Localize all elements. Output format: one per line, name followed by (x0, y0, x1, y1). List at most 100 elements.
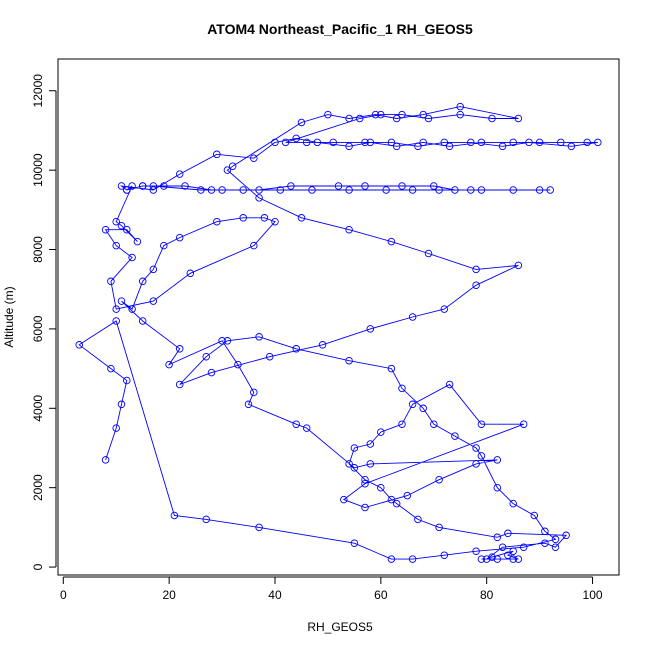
data-point (435, 523, 443, 532)
data-point (138, 317, 147, 325)
data-point (482, 555, 491, 563)
data-point (112, 317, 120, 325)
x-tick-label: 80 (480, 588, 494, 602)
data-point (445, 142, 454, 151)
data-point (387, 237, 396, 246)
data-point (207, 186, 216, 194)
data-point (456, 102, 464, 111)
y-tick-label: 12000 (31, 74, 45, 108)
data-point (128, 253, 136, 262)
y-tick-label: 8000 (31, 236, 45, 263)
data-point (302, 138, 311, 147)
data-point (562, 531, 570, 540)
data-point (530, 511, 539, 520)
data-point (213, 217, 221, 226)
data-point (546, 186, 554, 194)
data-point (361, 475, 369, 484)
data-point (366, 440, 375, 448)
data-point (472, 460, 480, 468)
data-point (551, 535, 560, 544)
data-point (525, 138, 533, 147)
data-point (392, 499, 401, 508)
data-point (107, 364, 115, 373)
data-point (477, 138, 486, 147)
data-point (117, 297, 126, 305)
data-point (112, 424, 120, 432)
data-point (265, 352, 274, 361)
data-point (488, 553, 496, 561)
data-point (509, 547, 517, 555)
data-point (467, 138, 475, 147)
data-point (366, 460, 375, 468)
data-point (149, 182, 158, 190)
data-point (514, 555, 523, 563)
data-point (271, 217, 279, 226)
data-point (408, 555, 417, 563)
data-point (112, 241, 120, 250)
data-point (197, 186, 205, 194)
data-point (424, 114, 433, 123)
data-point (75, 341, 83, 349)
data-point (488, 114, 496, 123)
series-line (78, 106, 598, 560)
data-point (350, 539, 359, 547)
data-point (345, 460, 353, 468)
data-point (419, 110, 427, 119)
data-point (414, 515, 422, 524)
data-point (430, 420, 438, 428)
data-point (223, 337, 232, 345)
x-tick-label: 60 (374, 588, 388, 602)
data-point (345, 225, 353, 234)
data-point (292, 345, 300, 353)
data-point (477, 186, 486, 194)
data-point (498, 543, 507, 551)
data-point (112, 217, 120, 226)
data-point (387, 495, 396, 504)
data-point (387, 364, 396, 373)
data-point (218, 186, 226, 194)
data-point (414, 142, 422, 151)
data-point (345, 114, 353, 123)
data-point (551, 543, 560, 551)
data-point (345, 142, 353, 151)
data-point (403, 491, 412, 500)
data-point (477, 420, 486, 428)
data-point (355, 114, 364, 123)
data-point (361, 138, 369, 147)
data-point (472, 265, 480, 274)
data-point (377, 428, 385, 436)
data-point (117, 400, 126, 409)
data-point (377, 110, 385, 119)
data-point (313, 138, 322, 147)
x-axis-label: RH_GEOS5 (307, 620, 373, 634)
data-point (250, 241, 258, 250)
data-point (583, 138, 591, 147)
data-point (260, 214, 269, 222)
data-point (350, 444, 359, 452)
data-point (493, 456, 502, 464)
data-point (504, 551, 512, 559)
data-point (350, 464, 359, 472)
data-point (366, 325, 375, 333)
data-point (324, 110, 332, 119)
data-point (477, 555, 486, 563)
data-point (435, 186, 443, 194)
data-point (101, 225, 110, 234)
data-point (557, 138, 565, 147)
data-point (239, 186, 247, 194)
data-point (456, 110, 464, 119)
data-point (107, 277, 115, 286)
y-axis-label: Altitude (m) (2, 286, 16, 347)
y-tick-label: 4000 (31, 395, 45, 422)
data-point (133, 237, 142, 246)
data-point (234, 360, 242, 369)
data-point (519, 543, 528, 551)
data-point (514, 261, 523, 270)
data-point (440, 305, 449, 313)
data-point (387, 138, 396, 147)
data-point (175, 233, 184, 242)
data-point (250, 154, 258, 162)
data-point (165, 360, 173, 369)
